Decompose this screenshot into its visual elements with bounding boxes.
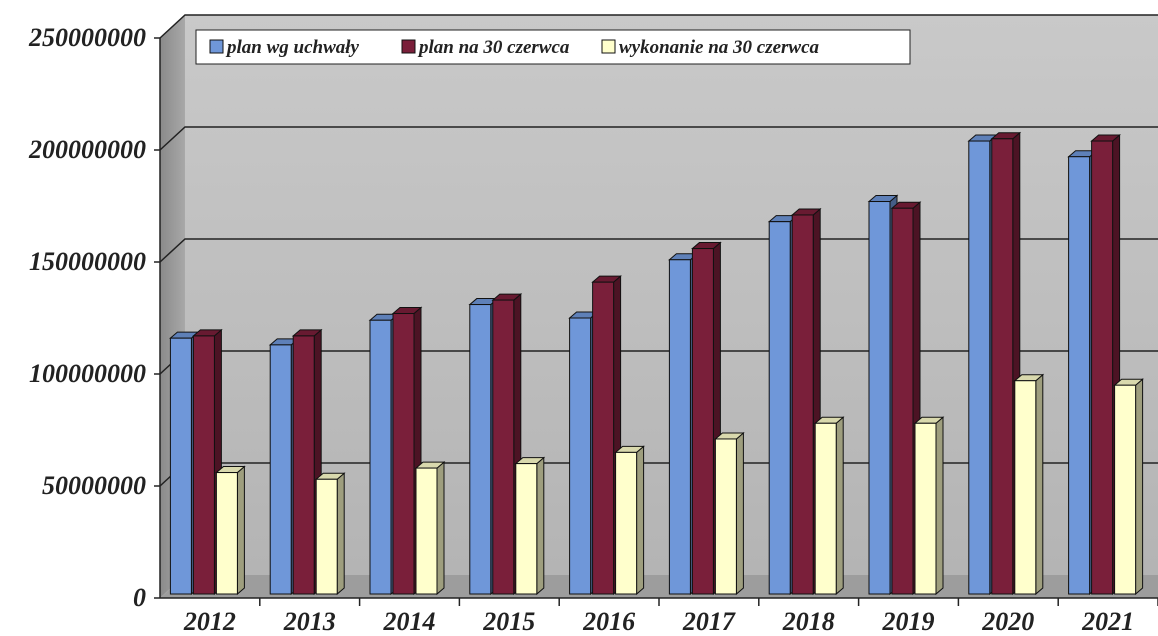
legend: plan wg uchwały plan na 30 czerwca wykonan… [195, 29, 911, 65]
legend-swatch [209, 39, 224, 54]
x-tick-label: 2014 [383, 607, 436, 636]
x-tick-label: 2013 [283, 607, 336, 636]
legend-label: plan wg uchwały [225, 37, 360, 58]
x-tick-label: 2018 [782, 607, 835, 636]
y-tick-label: 100000000 [29, 359, 146, 388]
legend-items: plan wg uchwały plan na 30 czerwca wykonan… [209, 37, 820, 58]
x-tick-label: 2019 [882, 607, 935, 636]
y-tick-label: 200000000 [28, 135, 146, 164]
bar [714, 431, 745, 596]
x-tick-label: 2012 [183, 607, 236, 636]
legend-swatch [601, 39, 616, 54]
bar [215, 465, 246, 596]
gridline [159, 238, 1158, 263]
legend-label: wykonanie na 30 czerwca [619, 37, 820, 58]
legend-swatch [401, 39, 416, 54]
gridline [159, 126, 1158, 151]
bar [314, 472, 346, 596]
x-tick-label: 2016 [582, 607, 635, 636]
x-tick-label: 2021 [1081, 607, 1134, 636]
bar [913, 416, 945, 596]
x-tick-label: 2015 [482, 607, 535, 636]
x-tick-label: 2017 [682, 607, 736, 636]
gridline [159, 14, 1158, 39]
y-tick-label: 150000000 [29, 247, 146, 276]
bar [514, 456, 546, 596]
bar [491, 292, 523, 596]
y-tick-label: 0 [133, 583, 146, 612]
bar [813, 416, 845, 596]
bars [169, 131, 1144, 596]
y-axis-ticks: 0 50000000 100000000 150000000 200000000 2500… [28, 23, 160, 612]
y-tick-label: 50000000 [42, 471, 146, 500]
bar [1090, 133, 1121, 596]
legend-box [195, 29, 911, 65]
bar [414, 460, 446, 596]
legend-label: plan na 30 czerwca [417, 37, 570, 58]
x-axis-ticks: 2012 2013 2014 2015 2016 2017 2018 2019 2020 2021 [183, 598, 1158, 636]
x-tick-label: 2020 [981, 607, 1034, 636]
bar [614, 445, 645, 596]
bar [1113, 378, 1144, 596]
bar [1013, 373, 1045, 596]
y-tick-label: 250000000 [28, 23, 146, 52]
